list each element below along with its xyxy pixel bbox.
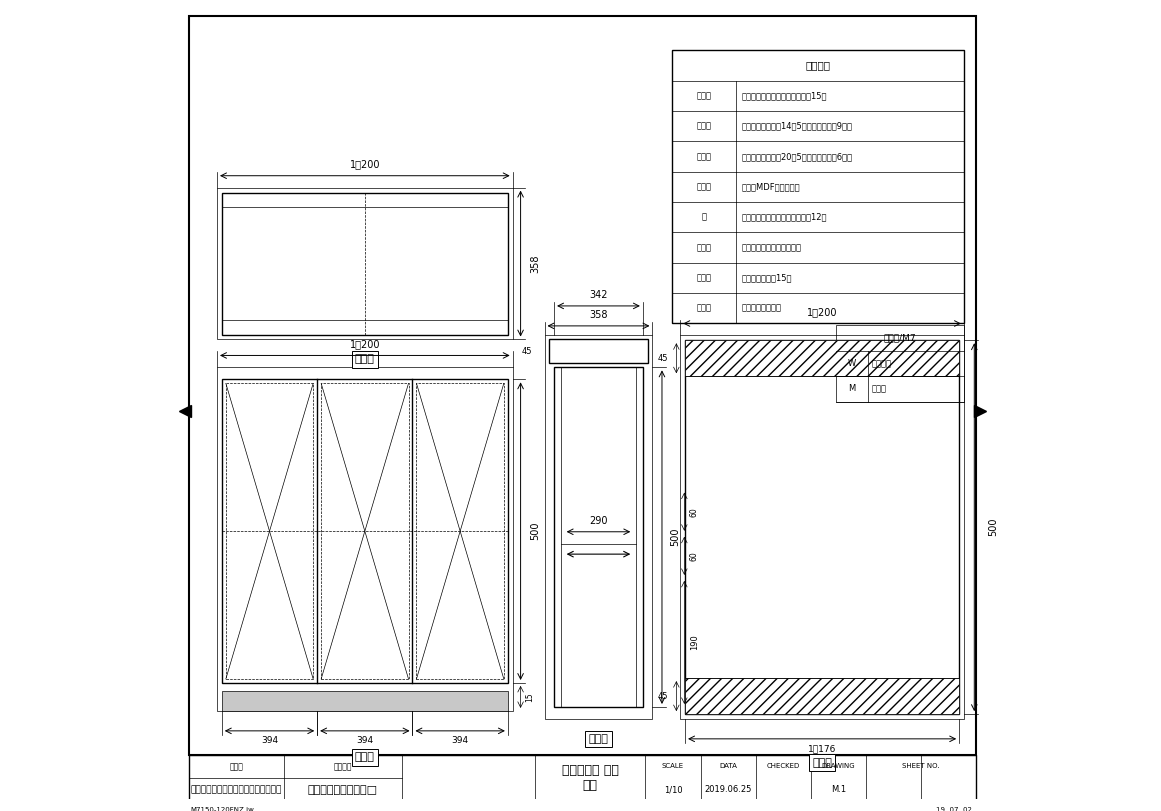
Bar bbox=[417, 384, 504, 679]
Text: 断面図: 断面図 bbox=[589, 734, 608, 744]
Text: 1，200: 1，200 bbox=[349, 159, 380, 169]
Text: CHECKED: CHECKED bbox=[766, 763, 800, 770]
Text: 60: 60 bbox=[690, 507, 699, 517]
Text: W: W bbox=[848, 359, 856, 368]
Text: ホワイト: ホワイト bbox=[872, 359, 892, 368]
Text: 60: 60 bbox=[690, 551, 699, 560]
Bar bbox=[836, 325, 964, 401]
Bar bbox=[217, 187, 513, 340]
Text: 両面フラッシュ　20．5ｔ　片面不燃材6ｔ貼: 両面フラッシュ 20．5ｔ 片面不燃材6ｔ貼 bbox=[742, 152, 853, 161]
Text: 丁　番: 丁 番 bbox=[697, 243, 712, 252]
Text: 名　称: 名 称 bbox=[230, 762, 244, 771]
Bar bbox=[222, 691, 507, 711]
Text: 仕　　様: 仕 様 bbox=[806, 61, 830, 71]
Text: 1，176: 1，176 bbox=[808, 744, 836, 753]
Text: 15: 15 bbox=[526, 692, 534, 702]
Text: 両面化粧パーティクルボード　12ｔ: 両面化粧パーティクルボード 12ｔ bbox=[742, 212, 828, 221]
Text: 500: 500 bbox=[989, 518, 998, 536]
Text: M: M bbox=[849, 384, 856, 393]
Text: 45: 45 bbox=[522, 347, 533, 356]
Text: 扉: 扉 bbox=[701, 212, 707, 221]
Text: 背面図: 背面図 bbox=[813, 757, 832, 768]
Text: 図面名称: 図面名称 bbox=[333, 762, 352, 771]
Text: M7150-120FNZ.jw: M7150-120FNZ.jw bbox=[190, 807, 254, 811]
Text: 290: 290 bbox=[590, 516, 607, 526]
Text: ワンタッチスライド式丁番: ワンタッチスライド式丁番 bbox=[742, 243, 802, 252]
Bar bbox=[680, 336, 964, 719]
Text: 358: 358 bbox=[531, 255, 540, 272]
Text: マイセット 株式
会社: マイセット 株式 会社 bbox=[562, 764, 619, 792]
Text: 見上板: 見上板 bbox=[697, 152, 712, 161]
Text: アルミー文字把手: アルミー文字把手 bbox=[742, 304, 781, 313]
Bar bbox=[545, 336, 652, 719]
Text: 可動式　棚板　15ｔ: 可動式 棚板 15ｔ bbox=[742, 273, 792, 282]
Text: 扉　色/M7: 扉 色/M7 bbox=[884, 333, 916, 342]
Bar bbox=[685, 678, 959, 714]
Text: 1/10: 1/10 bbox=[664, 785, 683, 794]
Bar bbox=[672, 50, 964, 324]
Text: 394: 394 bbox=[261, 736, 279, 745]
Text: 背　板: 背 板 bbox=[697, 182, 712, 191]
Text: DRAWING: DRAWING bbox=[821, 763, 854, 770]
Bar bbox=[226, 384, 313, 679]
Text: 天　板: 天 板 bbox=[697, 92, 712, 101]
Text: 片面化粧パーティクルボード　15ｔ: 片面化粧パーティクルボード 15ｔ bbox=[742, 92, 828, 101]
Text: 木　目: 木 目 bbox=[872, 384, 887, 393]
Text: Ｍ７－１２０ＦＮＺ□: Ｍ７－１２０ＦＮＺ□ bbox=[308, 784, 377, 795]
Text: 45: 45 bbox=[658, 692, 669, 701]
Text: カラーMDF・落し込み: カラーMDF・落し込み bbox=[742, 182, 800, 191]
Text: 側　板: 側 板 bbox=[697, 122, 712, 131]
Text: 500: 500 bbox=[670, 528, 680, 547]
Bar bbox=[217, 367, 513, 711]
Bar bbox=[672, 50, 964, 80]
Bar bbox=[554, 367, 643, 707]
Text: DATA: DATA bbox=[719, 763, 737, 770]
Text: SCALE: SCALE bbox=[662, 763, 684, 770]
Text: 棚　板: 棚 板 bbox=[697, 273, 712, 282]
Text: 把　手: 把 手 bbox=[697, 304, 712, 313]
Text: 394: 394 bbox=[356, 736, 374, 745]
Text: 平面図: 平面図 bbox=[355, 354, 375, 364]
Text: 立面図: 立面図 bbox=[355, 753, 375, 762]
Text: 両面フラッシュ　14．5ｔ　両側不燃材9ｔ貼: 両面フラッシュ 14．5ｔ 両側不燃材9ｔ貼 bbox=[742, 122, 853, 131]
Text: 394: 394 bbox=[452, 736, 469, 745]
Bar bbox=[222, 192, 507, 335]
Bar bbox=[685, 341, 959, 376]
Bar bbox=[222, 380, 507, 683]
Text: 19  07  02: 19 07 02 bbox=[936, 807, 972, 811]
Text: 358: 358 bbox=[590, 311, 607, 320]
Text: 500: 500 bbox=[531, 522, 540, 540]
Text: 45: 45 bbox=[658, 354, 669, 363]
Text: 防火仕様吊戸棚　高さ５０ｃｍタイプ: 防火仕様吊戸棚 高さ５０ｃｍタイプ bbox=[190, 785, 282, 794]
Bar bbox=[685, 341, 959, 714]
Text: 342: 342 bbox=[590, 290, 607, 300]
Text: SHEET NO.: SHEET NO. bbox=[902, 763, 939, 770]
Bar bbox=[548, 340, 648, 363]
Text: 2019.06.25: 2019.06.25 bbox=[705, 785, 751, 794]
Bar bbox=[685, 376, 959, 678]
Text: M.1: M.1 bbox=[830, 785, 845, 794]
Text: 1，200: 1，200 bbox=[349, 339, 380, 349]
Text: 1，200: 1，200 bbox=[807, 307, 837, 317]
Bar bbox=[322, 384, 409, 679]
Bar bbox=[189, 755, 976, 801]
Text: 190: 190 bbox=[690, 634, 699, 650]
